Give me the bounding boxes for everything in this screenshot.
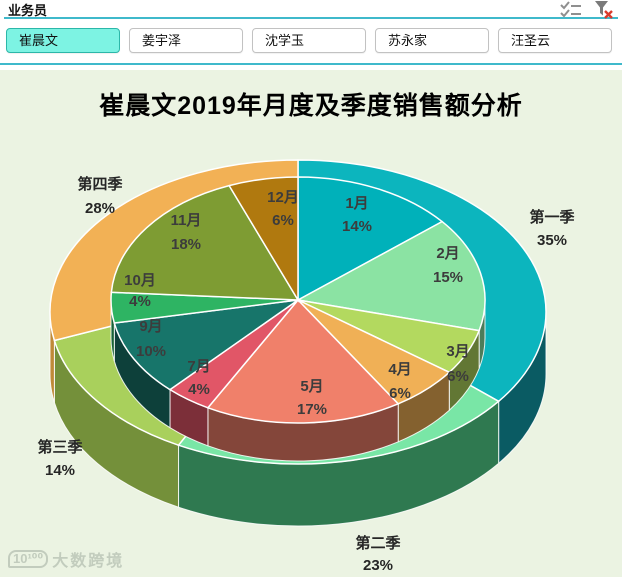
pie-slice-9[interactable]: [110, 184, 300, 301]
slicer-button-4[interactable]: 苏永家: [375, 28, 489, 53]
month-label-7: 9月: [139, 318, 162, 335]
slicer-button-2[interactable]: 姜宇泽: [129, 28, 243, 53]
slicer-button-1[interactable]: 崔晨文: [6, 28, 120, 53]
month-value-1: 14%: [342, 218, 372, 235]
quarter-value-q3: 14%: [45, 462, 75, 479]
slicer-button-5[interactable]: 汪圣云: [498, 28, 612, 53]
pie-slice-1[interactable]: [297, 176, 444, 302]
month-label-5: 5月: [300, 378, 323, 395]
slicer-bottom-divider: [0, 63, 622, 65]
multi-select-icon[interactable]: [559, 0, 582, 19]
quarter-label-q1: 第一季: [529, 208, 574, 226]
watermark-logo-icon: 10¹⁰⁰: [8, 550, 49, 568]
quarter-label-q3: 第三季: [37, 438, 82, 456]
quarter-value-q2: 23%: [363, 557, 393, 574]
quarter-label-q4: 第四季: [77, 175, 122, 193]
month-value-8: 4%: [129, 293, 151, 310]
month-label-1: 1月: [345, 195, 368, 212]
pie-slice-7[interactable]: [113, 299, 299, 391]
chart-area: 崔晨文2019年月度及季度销售额分析 1月 14% 2月 15% 3月 6% 4月 6% 5月 1…: [0, 70, 622, 577]
month-value-6: 4%: [188, 381, 210, 398]
quarter-value-q1: 35%: [537, 232, 567, 249]
chart-title: 崔晨文2019年月度及季度销售额分析: [99, 92, 523, 120]
month-label-4: 4月: [388, 361, 411, 378]
month-label-8: 10月: [124, 272, 156, 289]
clear-filter-icon[interactable]: [592, 0, 614, 19]
slicer-button-3[interactable]: 沈学玉: [252, 28, 366, 53]
slicer-panel: 业务员 崔晨文 姜宇泽 沈学玉 苏永家 汪圣云: [0, 0, 622, 70]
month-label-10: 12月: [267, 189, 299, 206]
month-label-3: 3月: [446, 343, 469, 360]
slicer-title: 业务员: [8, 3, 48, 18]
slicer-header-underline: [4, 17, 618, 19]
pie-chart: 1月 14% 2月 15% 3月 6% 4月 6% 5月 17% 7月 4% 9月 10% 10月 4% 11月…: [37, 159, 575, 574]
quarter-value-q4: 28%: [85, 200, 115, 217]
month-value-3: 6%: [447, 368, 469, 385]
pie-slice-10[interactable]: [227, 176, 299, 303]
watermark-text: 大数跨境: [52, 553, 125, 570]
month-value-7: 10%: [136, 343, 166, 360]
slicer-button-row: 崔晨文 姜宇泽 沈学玉 苏永家 汪圣云: [0, 19, 622, 53]
month-value-10: 6%: [272, 212, 294, 229]
month-value-5: 17%: [297, 401, 327, 418]
pie-slice-5[interactable]: [206, 298, 400, 424]
month-value-4: 6%: [389, 385, 411, 402]
month-label-6: 7月: [187, 358, 210, 375]
quarter-label-q2: 第二季: [355, 534, 400, 552]
pie-slice-2[interactable]: [295, 220, 486, 332]
month-value-2: 15%: [433, 269, 463, 286]
watermark: 10¹⁰⁰ 大数跨境: [8, 547, 124, 571]
month-label-9: 11月: [171, 212, 202, 229]
slicer-header: 业务员: [0, 0, 622, 19]
month-label-2: 2月: [436, 245, 459, 262]
month-value-9: 18%: [171, 236, 201, 253]
